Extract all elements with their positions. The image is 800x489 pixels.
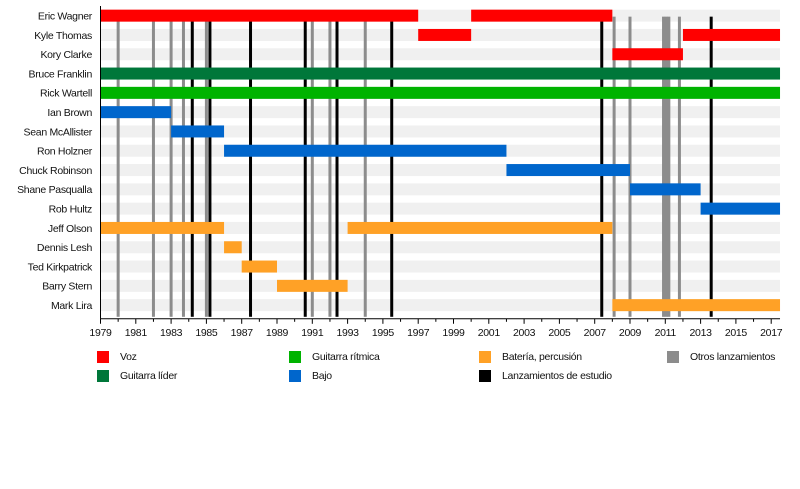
x-tick-label: 1995 bbox=[372, 327, 395, 339]
member-label: Eric Wagner bbox=[38, 10, 93, 22]
member-bar bbox=[171, 125, 225, 138]
studio-release-line bbox=[249, 16, 253, 317]
other-release-line bbox=[204, 16, 208, 317]
x-tick-label: 2017 bbox=[760, 327, 783, 339]
member-label: Ron Holzner bbox=[37, 146, 93, 158]
other-release-line bbox=[662, 16, 666, 317]
x-tick-label: 2009 bbox=[619, 327, 642, 339]
member-bar bbox=[224, 241, 242, 254]
x-tick-label: 1985 bbox=[195, 327, 218, 339]
member-labels: Eric Wagner Kyle Thomas Kory Clarke Bruce F… bbox=[17, 10, 93, 312]
other-release-line bbox=[664, 16, 668, 317]
member-label: Sean McAllister bbox=[24, 126, 93, 138]
member-bar bbox=[241, 260, 277, 273]
row-stripe bbox=[100, 106, 781, 119]
member-bar bbox=[612, 299, 781, 312]
member-label: Dennis Lesh bbox=[37, 242, 93, 254]
member-bar bbox=[100, 221, 225, 234]
member-bar bbox=[506, 164, 630, 177]
studio-release-line bbox=[303, 16, 307, 317]
member-label: Kory Clarke bbox=[40, 49, 92, 61]
x-tick-label: 1999 bbox=[442, 327, 465, 339]
row-stripe bbox=[100, 202, 781, 215]
member-label: Ian Brown bbox=[47, 107, 92, 119]
row-stripe bbox=[100, 299, 781, 312]
row-stripe bbox=[100, 48, 781, 61]
member-bar bbox=[630, 183, 701, 196]
x-axis: 1979 1981 1983 1985 1987 1989 1991 1993 1995 1997… bbox=[89, 6, 783, 339]
other-release-line bbox=[310, 16, 314, 317]
x-tick-label: 1991 bbox=[301, 327, 324, 339]
other-release-line bbox=[363, 16, 367, 317]
other-release-line bbox=[328, 16, 332, 317]
member-label: Ted Kirkpatrick bbox=[28, 261, 93, 273]
row-stripe bbox=[100, 241, 781, 254]
member-bar bbox=[100, 86, 781, 99]
x-tick-label: 1979 bbox=[89, 327, 112, 339]
member-label: Jeff Olson bbox=[48, 223, 93, 235]
x-tick-label: 2005 bbox=[548, 327, 571, 339]
other-release-line bbox=[151, 16, 155, 317]
member-label: Rob Hultz bbox=[49, 203, 92, 215]
x-tick-label: 2011 bbox=[655, 327, 677, 339]
member-bar bbox=[100, 106, 172, 119]
x-tick-label: 2015 bbox=[725, 327, 748, 339]
studio-release-line bbox=[709, 16, 713, 317]
member-label: Chuck Robinson bbox=[19, 165, 92, 177]
x-tick-label: 2003 bbox=[513, 327, 536, 339]
studio-release-line bbox=[335, 16, 339, 317]
studio-release-line bbox=[208, 16, 212, 317]
other-release-line bbox=[667, 16, 671, 317]
member-label: Shane Pasqualla bbox=[17, 184, 92, 196]
member-bar bbox=[100, 67, 781, 80]
member-bar bbox=[224, 144, 507, 157]
x-tick-label: 1983 bbox=[160, 327, 183, 339]
member-label: Barry Stern bbox=[42, 281, 92, 293]
member-bar bbox=[347, 221, 613, 234]
x-tick-label: 1997 bbox=[407, 327, 430, 339]
x-tick-label: 2001 bbox=[478, 327, 501, 339]
x-tick-label: 2007 bbox=[584, 327, 607, 339]
other-release-line bbox=[677, 16, 681, 317]
member-bar bbox=[612, 48, 683, 61]
member-label: Mark Lira bbox=[51, 300, 93, 312]
x-tick-label: 1993 bbox=[337, 327, 360, 339]
row-stripe bbox=[100, 279, 781, 292]
other-release-line bbox=[169, 16, 173, 317]
row-stripe bbox=[100, 183, 781, 196]
x-tick-label: 1989 bbox=[266, 327, 289, 339]
member-label: Kyle Thomas bbox=[34, 30, 92, 42]
x-tick-label: 2013 bbox=[690, 327, 713, 339]
member-bar bbox=[682, 28, 781, 41]
member-bar bbox=[700, 202, 781, 215]
member-bar bbox=[277, 279, 348, 292]
member-label: Bruce Franklin bbox=[29, 68, 93, 80]
member-bar bbox=[471, 9, 613, 22]
member-bars bbox=[100, 9, 781, 312]
studio-release-line bbox=[190, 16, 194, 317]
row-stripe bbox=[100, 125, 781, 138]
x-tick-label: 1981 bbox=[125, 327, 148, 339]
member-bar bbox=[418, 28, 472, 41]
x-tick-label: 1987 bbox=[231, 327, 254, 339]
studio-release-line bbox=[390, 16, 394, 317]
other-release-line bbox=[116, 16, 120, 317]
member-bar bbox=[100, 9, 419, 22]
member-label: Rick Wartell bbox=[40, 88, 92, 100]
other-release-line bbox=[181, 16, 185, 317]
